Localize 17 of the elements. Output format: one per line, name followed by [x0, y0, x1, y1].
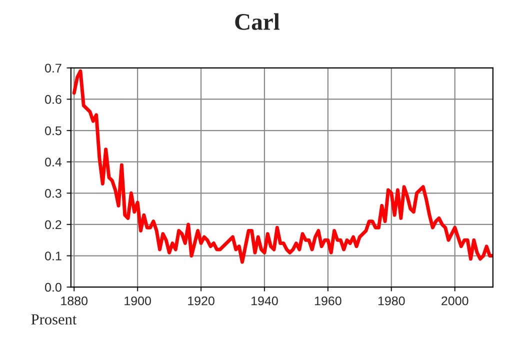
x-tick-label: 1880	[61, 296, 88, 306]
x-tick-label: 1940	[252, 296, 278, 306]
y-tick-label: 0.3	[45, 188, 62, 198]
y-tick-label: 0.5	[45, 126, 62, 136]
x-tick-label: 1920	[188, 296, 214, 306]
text: Prosent	[31, 314, 77, 325]
y-tick-label: 0.1	[45, 252, 62, 260]
x-tick-label: 1900	[124, 296, 151, 306]
chart-title: Carl	[235, 13, 280, 30]
y-tick-label: 0.2	[45, 220, 62, 230]
x-tick-label: 2000	[442, 296, 468, 306]
y-tick-label: 0.6	[45, 95, 62, 104]
x-tick-label: 1980	[378, 296, 405, 306]
y-tick-label: 0.4	[45, 158, 62, 166]
y-tick-label: 0.7	[45, 64, 62, 73]
y-tick-label: 0.0	[45, 282, 62, 292]
x-tick-label: 1960	[314, 296, 342, 306]
